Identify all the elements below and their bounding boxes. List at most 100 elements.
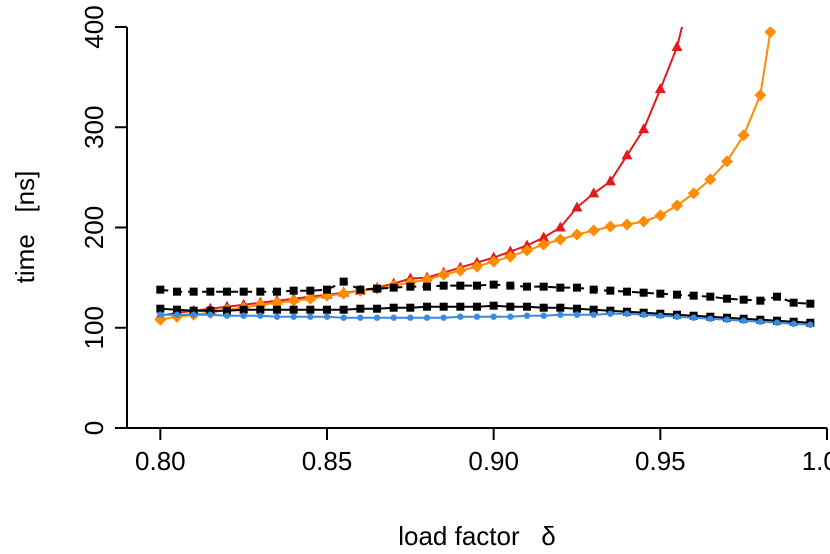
series-3-point-21 bbox=[489, 280, 498, 289]
series-2-point-35 bbox=[721, 155, 733, 168]
series-5-point-30 bbox=[640, 311, 647, 318]
series-5-point-17 bbox=[423, 314, 431, 321]
series-3-point-14 bbox=[373, 284, 381, 293]
series-3-point-37 bbox=[756, 296, 765, 305]
series-1-point-24 bbox=[538, 231, 550, 242]
series-2-point-31 bbox=[654, 209, 667, 222]
series-3-point-26 bbox=[573, 283, 581, 292]
series-5-point-4 bbox=[207, 311, 214, 318]
plot-area bbox=[154, 1, 815, 328]
series-2-point-33 bbox=[687, 187, 700, 200]
series-5-point-23 bbox=[523, 312, 531, 319]
series-5-point-8 bbox=[273, 313, 281, 320]
x-tick-label-4: 0.95 bbox=[635, 446, 686, 476]
series-2-point-25 bbox=[554, 233, 567, 246]
series-5-point-26 bbox=[573, 311, 581, 318]
series-3-point-24 bbox=[539, 282, 548, 291]
series-1-line bbox=[160, 27, 684, 317]
series-4-point-4 bbox=[206, 306, 215, 315]
series-5-point-37 bbox=[757, 318, 764, 325]
series-3-point-11 bbox=[323, 285, 331, 294]
series-2-point-17 bbox=[421, 273, 433, 286]
series-2-point-37 bbox=[754, 89, 767, 102]
series-4-point-7 bbox=[256, 305, 265, 314]
series-5-point-25 bbox=[557, 311, 564, 318]
series-1-point-28 bbox=[604, 175, 616, 186]
series-4-point-20 bbox=[473, 302, 481, 311]
series-3-point-4 bbox=[206, 287, 215, 296]
series-4-point-27 bbox=[589, 305, 598, 314]
x-tick-label-1: 0.80 bbox=[135, 446, 186, 476]
series-2-point-34 bbox=[704, 173, 717, 186]
axes-layer: 0.80 0.85 0.90 0.95 1.00 0 100 200 300 400 bbox=[79, 5, 830, 476]
series-4-point-17 bbox=[423, 302, 431, 311]
series-4-point-19 bbox=[456, 302, 465, 311]
series-4-point-11 bbox=[323, 305, 331, 314]
series-4-point-8 bbox=[273, 305, 281, 314]
series-5-point-40 bbox=[807, 321, 814, 328]
series-2-point-10 bbox=[304, 292, 317, 305]
series-2-point-12 bbox=[337, 287, 350, 300]
series-2-point-28 bbox=[604, 220, 617, 233]
series-1-point-27 bbox=[588, 187, 600, 198]
series-5-point-3 bbox=[190, 311, 197, 318]
series-5-point-22 bbox=[507, 313, 514, 320]
series-1-point-23 bbox=[521, 239, 533, 250]
series-5-point-10 bbox=[307, 313, 314, 320]
series-5-point-16 bbox=[407, 314, 414, 321]
series-3-point-29 bbox=[623, 287, 631, 296]
series-2-point-23 bbox=[521, 244, 533, 257]
y-tick-label-3: 200 bbox=[79, 206, 109, 249]
series-5-point-9 bbox=[290, 313, 297, 320]
series-4-point-21 bbox=[489, 301, 498, 310]
series-1-point-33 bbox=[682, 1, 693, 11]
series-3-point-36 bbox=[739, 295, 748, 304]
series-4-point-6 bbox=[239, 305, 248, 314]
series-5-point-7 bbox=[257, 312, 264, 319]
series-2-point-8 bbox=[271, 296, 283, 309]
series-3-line bbox=[160, 280, 811, 305]
series-layer bbox=[154, 1, 815, 328]
series-5-point-24 bbox=[540, 312, 547, 319]
series-5-point-2 bbox=[173, 311, 181, 318]
series-5-point-11 bbox=[323, 313, 331, 320]
series-5-point-6 bbox=[240, 312, 247, 319]
series-5-point-28 bbox=[607, 310, 614, 317]
series-2-point-32 bbox=[671, 199, 683, 212]
series-1-point-22 bbox=[504, 245, 516, 256]
series-3-point-17 bbox=[423, 282, 431, 291]
series-3-point-3 bbox=[189, 287, 198, 296]
series-5-point-12 bbox=[340, 314, 347, 321]
series-2 bbox=[154, 27, 777, 326]
series-3-point-15 bbox=[389, 283, 398, 292]
series-3-point-12 bbox=[339, 277, 348, 286]
series-3-point-6 bbox=[239, 287, 248, 296]
series-4-point-10 bbox=[306, 305, 315, 314]
series-3-point-23 bbox=[523, 282, 531, 291]
series-3-point-13 bbox=[356, 285, 365, 294]
series-1-point-26 bbox=[571, 201, 583, 212]
series-3-point-1 bbox=[156, 285, 165, 294]
series-4-point-26 bbox=[573, 304, 581, 313]
series-4-point-24 bbox=[539, 303, 548, 312]
y-tick-label-2: 100 bbox=[79, 306, 109, 349]
series-2-point-30 bbox=[637, 215, 650, 228]
series-2-point-36 bbox=[737, 129, 750, 142]
series-5-point-13 bbox=[357, 314, 364, 321]
series-3-point-22 bbox=[506, 281, 515, 290]
series-1-point-31 bbox=[654, 83, 666, 94]
x-tick-label-2: 0.85 bbox=[302, 446, 353, 476]
series-3-point-8 bbox=[273, 287, 281, 296]
series-3-point-39 bbox=[789, 298, 798, 307]
series-5-point-1 bbox=[157, 311, 164, 318]
series-3-point-25 bbox=[556, 283, 565, 292]
series-4-point-2 bbox=[173, 305, 181, 314]
y-axis-title: time [ns] bbox=[10, 171, 40, 284]
series-2-point-9 bbox=[287, 294, 300, 307]
series-4-point-16 bbox=[406, 303, 415, 312]
series-3-point-19 bbox=[456, 281, 465, 290]
series-3-point-28 bbox=[606, 286, 615, 295]
series-3-point-7 bbox=[256, 287, 265, 296]
series-2-point-20 bbox=[471, 260, 483, 273]
series-2-point-18 bbox=[437, 268, 450, 281]
